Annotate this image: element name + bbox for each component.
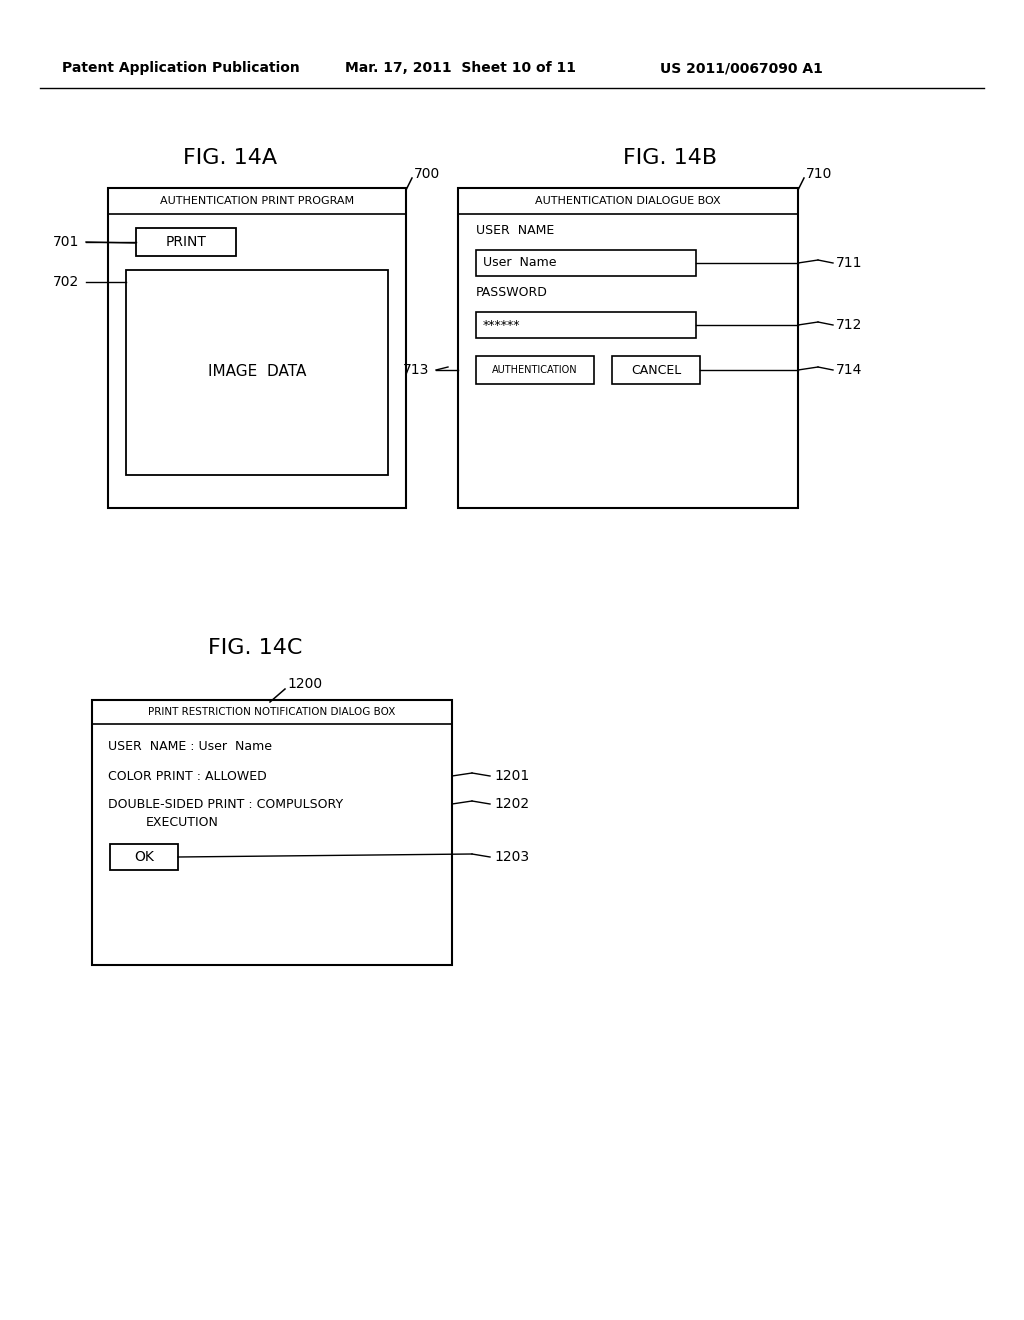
- Text: AUTHENTICATION: AUTHENTICATION: [493, 366, 578, 375]
- Text: FIG. 14B: FIG. 14B: [623, 148, 717, 168]
- Bar: [126, 271, 388, 475]
- Text: AUTHENTICATION DIALOGUE BOX: AUTHENTICATION DIALOGUE BOX: [536, 195, 721, 206]
- Text: Mar. 17, 2011  Sheet 10 of 11: Mar. 17, 2011 Sheet 10 of 11: [345, 61, 575, 75]
- Text: 700: 700: [414, 168, 440, 181]
- Text: Patent Application Publication: Patent Application Publication: [62, 61, 300, 75]
- Text: PASSWORD: PASSWORD: [476, 285, 548, 298]
- Text: EXECUTION: EXECUTION: [145, 816, 218, 829]
- Text: User  Name: User Name: [483, 256, 556, 269]
- Text: PRINT RESTRICTION NOTIFICATION DIALOG BOX: PRINT RESTRICTION NOTIFICATION DIALOG BO…: [148, 708, 395, 717]
- Text: 712: 712: [836, 318, 862, 333]
- Bar: [612, 356, 700, 384]
- Text: 710: 710: [806, 168, 833, 181]
- Text: 701: 701: [53, 235, 80, 249]
- Text: 1200: 1200: [287, 677, 323, 690]
- Bar: [136, 228, 236, 256]
- Text: 714: 714: [836, 363, 862, 378]
- Bar: [92, 700, 452, 965]
- Bar: [476, 249, 696, 276]
- Text: FIG. 14C: FIG. 14C: [208, 638, 302, 657]
- Text: 702: 702: [53, 275, 79, 289]
- Text: ******: ******: [483, 318, 520, 331]
- Text: IMAGE  DATA: IMAGE DATA: [208, 364, 306, 380]
- Text: USER  NAME : User  Name: USER NAME : User Name: [108, 739, 272, 752]
- Text: PRINT: PRINT: [166, 235, 207, 249]
- Text: 1202: 1202: [494, 797, 529, 810]
- Text: 1201: 1201: [494, 770, 529, 783]
- Text: OK: OK: [134, 850, 154, 865]
- Text: CANCEL: CANCEL: [631, 363, 681, 376]
- Text: AUTHENTICATION PRINT PROGRAM: AUTHENTICATION PRINT PROGRAM: [160, 195, 354, 206]
- Text: 713: 713: [403, 363, 429, 378]
- Bar: [108, 187, 406, 508]
- Text: FIG. 14A: FIG. 14A: [183, 148, 278, 168]
- Text: COLOR PRINT : ALLOWED: COLOR PRINT : ALLOWED: [108, 770, 266, 783]
- Text: US 2011/0067090 A1: US 2011/0067090 A1: [660, 61, 823, 75]
- Text: 1203: 1203: [494, 850, 529, 865]
- Bar: [110, 843, 178, 870]
- Bar: [476, 356, 594, 384]
- Bar: [458, 187, 798, 508]
- Bar: [476, 312, 696, 338]
- Text: USER  NAME: USER NAME: [476, 223, 554, 236]
- Text: 711: 711: [836, 256, 862, 271]
- Text: DOUBLE-SIDED PRINT : COMPULSORY: DOUBLE-SIDED PRINT : COMPULSORY: [108, 797, 343, 810]
